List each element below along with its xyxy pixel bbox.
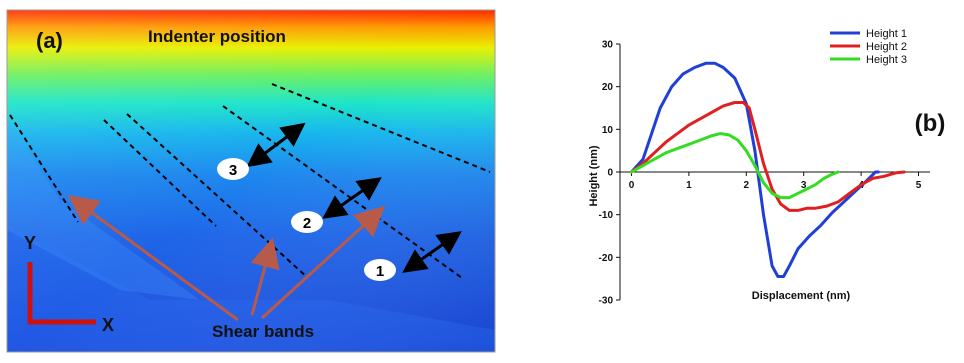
double-arrow-icon xyxy=(402,231,462,273)
panel-a-label: (a) xyxy=(36,28,63,53)
legend-label: Height 3 xyxy=(866,54,907,66)
shear-bands-label: Shear bands xyxy=(212,322,314,341)
shear-band-pointers xyxy=(67,195,386,322)
x-tick-label: 2 xyxy=(744,180,750,191)
left-highlight xyxy=(7,120,200,300)
panel-b-label: (b) xyxy=(915,110,946,137)
displacement-arrows xyxy=(246,122,462,273)
double-arrow-icon xyxy=(322,177,382,219)
series-line-height-2 xyxy=(630,101,906,212)
indenter-position-label: Indenter position xyxy=(148,27,286,46)
axis-y-label: Y xyxy=(24,233,36,253)
marker-1-label: 1 xyxy=(376,263,384,280)
y-tick-label: -20 xyxy=(599,253,614,264)
y-axis-label: Height (nm) xyxy=(588,145,600,206)
series-line-height-1 xyxy=(630,61,880,278)
series-line-height-3 xyxy=(630,132,840,200)
y-tick-label: 10 xyxy=(602,125,614,136)
series-lines xyxy=(630,61,906,278)
shear-band-line xyxy=(9,114,79,223)
y-axis-ticks: 30 20 10 0 -10 -20 -30 xyxy=(599,40,620,307)
double-arrow-icon xyxy=(246,122,306,168)
x-tick-label: 5 xyxy=(916,180,922,191)
y-tick-label: -10 xyxy=(599,210,614,221)
height-map-svg: 3 2 1 Y X (a) Indenter position Shear ba… xyxy=(6,9,496,353)
map-border xyxy=(6,9,496,353)
y-tick-label: -30 xyxy=(599,296,614,307)
axis-indicator-lines xyxy=(27,262,96,325)
axis-x-label: X xyxy=(102,315,114,335)
pointer-arrow-icon xyxy=(250,237,280,316)
map-shading xyxy=(7,10,495,352)
marker-3-label: 3 xyxy=(229,162,237,179)
y-tick-label: 0 xyxy=(607,168,613,179)
x-tick-label: 1 xyxy=(686,180,692,191)
shear-band-line xyxy=(103,119,217,227)
lower-band xyxy=(7,225,495,352)
pointer-arrow-icon xyxy=(67,195,239,322)
shear-band-line xyxy=(126,113,309,279)
y-tick-label: 30 xyxy=(602,40,614,51)
plot-frame xyxy=(619,44,930,300)
x-tick-label: 0 xyxy=(629,180,635,191)
x-tick-label: 3 xyxy=(801,180,807,191)
marker-1: 1 xyxy=(364,259,396,281)
pointer-arrow-icon xyxy=(260,205,386,320)
marker-2-label: 2 xyxy=(303,215,311,232)
marker-3: 3 xyxy=(217,158,249,180)
x-axis-label: Displacement (nm) xyxy=(752,290,851,302)
panel-a-height-map: 3 2 1 Y X (a) Indenter position Shear ba… xyxy=(6,9,496,353)
y-tick-label: 20 xyxy=(602,82,614,93)
axis-indicator: Y X xyxy=(24,233,114,335)
marker-2: 2 xyxy=(291,211,323,233)
legend-label: Height 1 xyxy=(866,28,907,40)
shear-band-line xyxy=(271,83,491,173)
legend-label: Height 2 xyxy=(866,41,907,53)
